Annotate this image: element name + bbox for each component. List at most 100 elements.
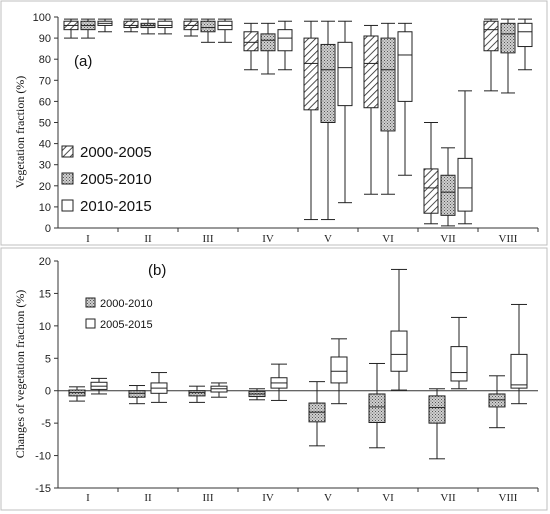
box-iqr bbox=[128, 390, 146, 398]
x-category-label: VIII bbox=[499, 233, 518, 245]
y-tick-label: 50 bbox=[39, 118, 51, 130]
box-iqr bbox=[123, 20, 139, 29]
box-2000-2005-VI bbox=[363, 24, 379, 195]
y-tick-label: 20 bbox=[39, 181, 51, 193]
y-tick-label: 5 bbox=[45, 353, 51, 365]
box-iqr bbox=[337, 41, 353, 107]
box-2000-2005-II bbox=[123, 18, 139, 33]
panel-b-border bbox=[0, 247, 548, 511]
box-2005-2010-VIII bbox=[500, 18, 516, 94]
box-2010-2015-IV bbox=[277, 20, 293, 71]
panel-a-label: (a) bbox=[74, 53, 92, 70]
y-tick-label: 90 bbox=[39, 33, 51, 45]
legend-swatch-2005-2010 bbox=[61, 172, 74, 185]
legend-label-2005-2010: 2005-2010 bbox=[80, 171, 152, 188]
box-iqr bbox=[510, 353, 528, 389]
box-iqr bbox=[428, 395, 446, 424]
box-2005-2015-V bbox=[330, 338, 348, 405]
x-category-label: VII bbox=[440, 233, 456, 245]
box-2005-2015-VIII bbox=[510, 303, 528, 405]
box-2010-2015-V bbox=[337, 20, 353, 204]
box-iqr bbox=[517, 22, 533, 48]
box-2000-2005-IV bbox=[243, 22, 259, 71]
legend-swatch-2000-2005 bbox=[61, 145, 74, 158]
box-iqr bbox=[450, 346, 468, 382]
box-2000-2010-II bbox=[128, 385, 146, 405]
box-iqr bbox=[397, 31, 413, 102]
legend-swatch-2005-2015 bbox=[85, 318, 96, 329]
y-tick-label: 15 bbox=[39, 288, 51, 300]
box-2000-2010-V bbox=[308, 381, 326, 447]
y-tick-label: 60 bbox=[39, 96, 51, 108]
box-iqr bbox=[390, 330, 408, 372]
legend-swatch-2010-2015 bbox=[61, 199, 74, 212]
box-2010-2015-I bbox=[97, 18, 113, 33]
x-category-label: II bbox=[144, 233, 152, 245]
y-tick-label: -10 bbox=[35, 451, 51, 463]
box-iqr bbox=[303, 37, 319, 111]
panel-a-ylabel: Vegetation fraction (%) bbox=[13, 76, 27, 189]
y-tick-label: 70 bbox=[39, 75, 51, 87]
box-2000-2010-VI bbox=[368, 362, 386, 449]
y-tick-label: 30 bbox=[39, 160, 51, 172]
box-2000-2005-VIII bbox=[483, 18, 499, 92]
legend-label-2010-2015: 2010-2015 bbox=[80, 198, 152, 215]
box-2005-2010-V bbox=[320, 20, 336, 221]
y-tick-label: 20 bbox=[39, 256, 51, 268]
y-tick-label: -15 bbox=[35, 483, 51, 495]
box-2010-2015-VI bbox=[397, 22, 413, 176]
x-category-label: IV bbox=[262, 233, 274, 245]
x-category-label: VII bbox=[440, 492, 456, 504]
box-2000-2005-I bbox=[63, 18, 79, 39]
box-iqr bbox=[277, 29, 293, 52]
x-category-label: I bbox=[86, 233, 90, 245]
x-category-label: VI bbox=[382, 492, 394, 504]
box-2000-2010-VII bbox=[428, 388, 446, 460]
panel-a-border bbox=[0, 0, 548, 246]
box-2005-2010-II bbox=[140, 18, 156, 35]
box-2010-2015-VII bbox=[457, 90, 473, 225]
box-2010-2015-II bbox=[157, 18, 173, 35]
box-iqr bbox=[457, 157, 473, 212]
box-iqr bbox=[363, 35, 379, 109]
y-tick-label: 0 bbox=[45, 223, 51, 235]
box-2005-2010-III bbox=[200, 18, 216, 43]
y-tick-label: 80 bbox=[39, 54, 51, 66]
box-2005-2015-I bbox=[90, 377, 108, 395]
x-category-label: VIII bbox=[499, 492, 518, 504]
box-iqr bbox=[483, 20, 499, 52]
legend-label-2000-2005: 2000-2005 bbox=[80, 144, 152, 161]
box-2005-2010-I bbox=[80, 18, 96, 39]
box-2000-2010-IV bbox=[248, 388, 266, 401]
box-2010-2015-III bbox=[217, 18, 233, 43]
panel-a-legend: 2000-2005 2005-2010 2010-2015 bbox=[61, 144, 152, 215]
box-iqr bbox=[500, 22, 516, 54]
x-category-label: III bbox=[203, 492, 214, 504]
box-2010-2015-VIII bbox=[517, 18, 533, 71]
box-2000-2010-I bbox=[68, 386, 86, 402]
box-2000-2005-III bbox=[183, 18, 199, 37]
x-category-label: V bbox=[324, 233, 332, 245]
x-category-label: V bbox=[324, 492, 332, 504]
box-iqr bbox=[440, 174, 456, 216]
legend-label-2005-2015: 2005-2015 bbox=[100, 319, 153, 331]
box-iqr bbox=[380, 37, 396, 132]
box-2005-2010-VI bbox=[380, 22, 396, 195]
panel-b-ylabel: Changes of vegetation fraction (%) bbox=[13, 290, 27, 459]
y-tick-label: -5 bbox=[41, 418, 51, 430]
box-2000-2010-VIII bbox=[488, 375, 506, 429]
box-2005-2010-IV bbox=[260, 22, 276, 75]
box-iqr bbox=[423, 168, 439, 214]
y-tick-label: 100 bbox=[33, 12, 51, 24]
box-iqr bbox=[200, 20, 216, 33]
box-2000-2010-III bbox=[188, 385, 206, 403]
box-iqr bbox=[368, 393, 386, 423]
y-tick-label: 40 bbox=[39, 139, 51, 151]
x-category-label: IV bbox=[262, 492, 274, 504]
box-iqr bbox=[243, 31, 259, 52]
x-category-label: III bbox=[203, 233, 214, 245]
legend-swatch-2000-2010 bbox=[85, 297, 96, 308]
